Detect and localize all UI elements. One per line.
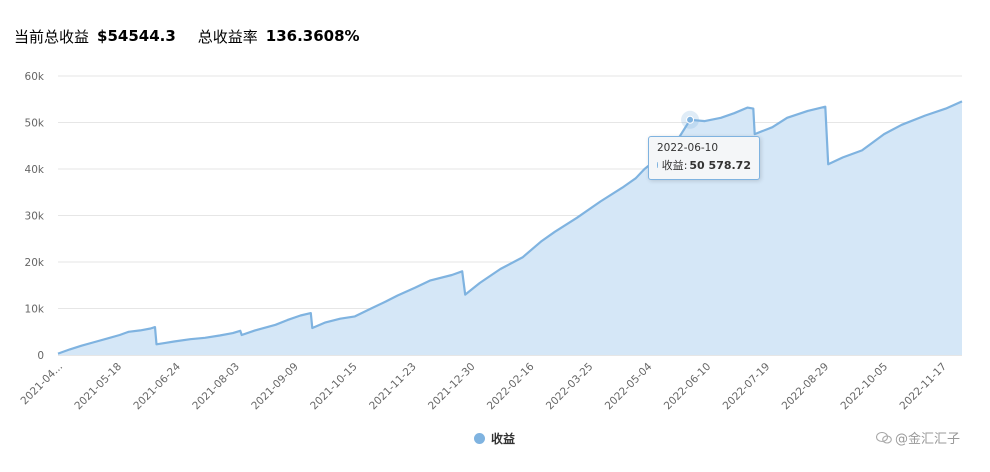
- y-tick-label-3: 30k: [25, 211, 45, 223]
- chart-tooltip: 2022-06-10 收益 : 50 578.72: [648, 136, 760, 180]
- y-tick-label-6: 60k: [25, 71, 45, 83]
- y-tick-label-2: 20k: [25, 257, 45, 269]
- y-tick-label-4: 40k: [25, 164, 45, 176]
- x-tick-label-10: 2022-05-04: [603, 360, 655, 412]
- x-tick-label-13: 2022-08-29: [780, 361, 832, 413]
- tooltip-series-name: 收益: [661, 159, 684, 172]
- legend-dot-icon: [474, 433, 485, 444]
- tooltip-date: 2022-06-10: [657, 142, 719, 154]
- x-tick-label-1: 2021-05-18: [72, 361, 124, 413]
- tooltip-series-dot-icon: [657, 162, 658, 168]
- total-rate-value: 136.3608%: [265, 27, 360, 45]
- x-tick-label-5: 2021-10-15: [308, 361, 360, 413]
- x-tick-label-0: 2021-04...: [19, 361, 66, 408]
- legend-label: 收益: [491, 432, 516, 446]
- chart-legend[interactable]: 收益: [474, 430, 515, 447]
- series-line-shouyi: [57, 100, 963, 355]
- watermark: @金汇汇子: [876, 428, 960, 447]
- x-tick-label-3: 2021-08-03: [190, 361, 242, 413]
- watermark-text: @金汇汇子: [895, 432, 961, 447]
- x-tick-label-11: 2022-06-10: [662, 361, 714, 413]
- x-tick-label-14: 2022-10-05: [839, 361, 891, 413]
- tooltip-value: 50 578.72: [689, 158, 751, 172]
- y-tick-label-5: 50k: [25, 118, 45, 130]
- wechat-icon: [876, 431, 892, 444]
- x-tick-label-7: 2021-12-30: [426, 361, 478, 413]
- x-tick-label-4: 2021-09-09: [249, 361, 301, 413]
- x-tick-label-15: 2022-11-17: [897, 361, 949, 413]
- total-profit-value: $54544.3: [97, 27, 176, 45]
- y-tick-label-0: 0: [37, 350, 44, 362]
- x-tick-label-12: 2022-07-19: [721, 361, 773, 413]
- total-profit-label: 当前总收益: [14, 27, 90, 46]
- y-tick-label-1: 10k: [25, 304, 45, 316]
- total-rate-label: 总收益率: [197, 27, 258, 46]
- x-tick-label-8: 2022-02-16: [485, 360, 537, 412]
- summary-bar: 当前总收益 $54544.3 总收益率 136.3608%: [14, 24, 360, 48]
- x-tick-label-6: 2021-11-23: [367, 361, 419, 413]
- hover-point-marker: [686, 115, 695, 124]
- x-tick-label-9: 2022-03-25: [544, 361, 596, 413]
- x-tick-label-2: 2021-06-24: [131, 360, 183, 412]
